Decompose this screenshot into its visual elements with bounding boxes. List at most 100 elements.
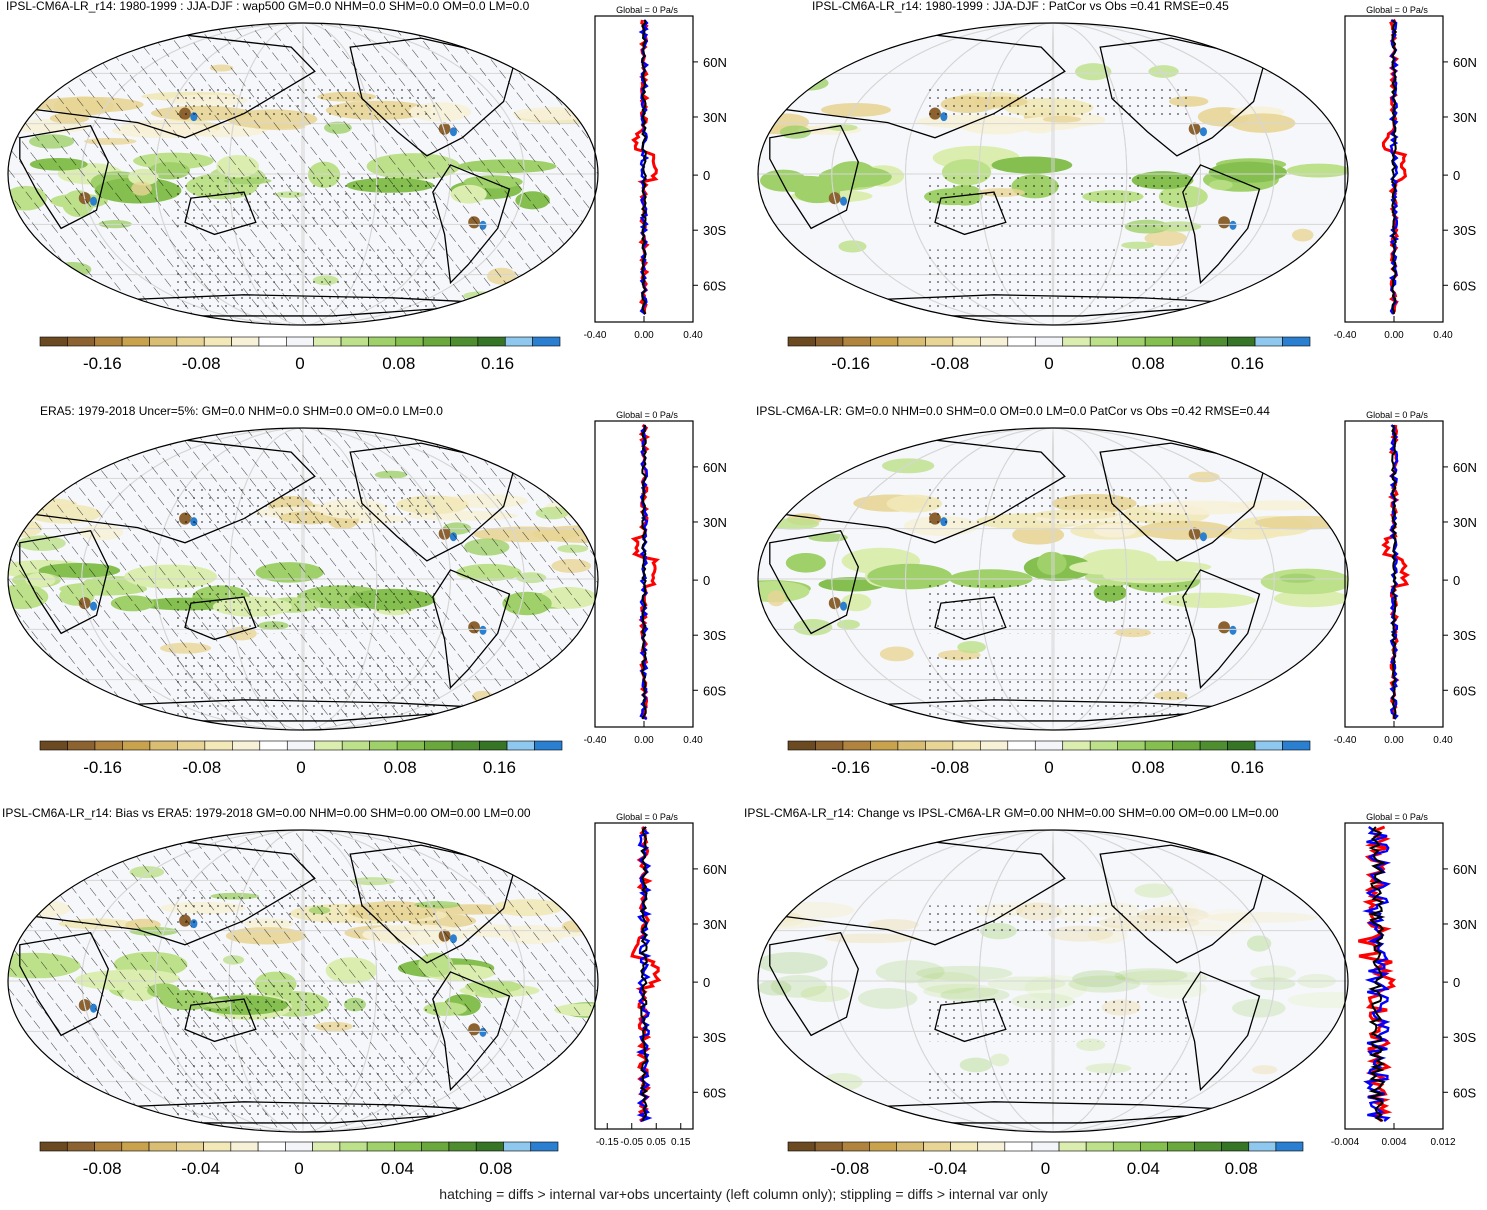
- stippling: [923, 249, 1189, 310]
- colorbar-swatch: [395, 336, 424, 347]
- field-blob: [879, 646, 914, 662]
- figure-canvas: IPSL-CM6A-LR_r14: 1980-1999 : JJA-DJF : …: [2, 0, 1477, 1178]
- field-blob: [1188, 471, 1220, 483]
- panel-title: IPSL-CM6A-LR_r14: 1980-1999 : JJA-DJF : …: [6, 0, 530, 13]
- map-projection: [758, 428, 1348, 730]
- colorbar-swatch: [952, 740, 981, 751]
- field-blob: [1231, 998, 1286, 1018]
- colorbar-tick-label: -0.16: [83, 354, 122, 373]
- field-blob: [10, 489, 35, 499]
- colorbar-swatch: [1248, 1141, 1277, 1152]
- profile-x-label: 0.40: [1433, 330, 1453, 341]
- panel-4: IPSL-CM6A-LR: GM=0.0 NHM=0.0 SHM=0.0 OM=…: [756, 404, 1477, 777]
- colorbar-swatch: [421, 1141, 450, 1152]
- graticule-meridian: [978, 830, 1128, 1132]
- colorbar-swatch: [286, 336, 314, 347]
- field-blob: [1199, 532, 1207, 542]
- field-blob: [1250, 965, 1296, 981]
- colorbar-swatch: [815, 740, 844, 751]
- profile-lat-label: 30S: [1453, 1030, 1476, 1045]
- colorbar-swatch: [1282, 740, 1311, 751]
- colorbar-swatch: [450, 336, 479, 347]
- profile-lat-label: 60S: [703, 683, 726, 698]
- profile-line-black: [1390, 424, 1397, 720]
- panel-5: IPSL-CM6A-LR_r14: Bias vs ERA5: 1979-201…: [2, 806, 727, 1178]
- colorbar-swatch: [94, 1141, 123, 1152]
- colorbar-tick-label: 0: [294, 1159, 303, 1178]
- zonal-profile: Global = 0 Pa/s 60N 30N 0 30S 60S -0.004 0.004 0…: [1331, 812, 1477, 1148]
- colorbar: -0.16 -0.08 0 0.08 0.16: [787, 740, 1311, 777]
- colorbar-swatch: [869, 1141, 897, 1152]
- colorbar-swatch: [814, 1141, 843, 1152]
- field-blob: [785, 553, 826, 573]
- colorbar-swatch: [787, 336, 816, 347]
- colorbar-swatch: [950, 1141, 979, 1152]
- field-blob: [1072, 970, 1126, 988]
- colorbar-swatch: [231, 336, 260, 347]
- profile-lat-label: 60N: [1453, 55, 1477, 70]
- hatching: [8, 830, 598, 1132]
- colorbar-swatch: [314, 740, 343, 751]
- field-blob: [1273, 589, 1348, 608]
- profile-lat-label: 60S: [703, 1085, 726, 1100]
- colorbar-tick-label: -0.04: [928, 1159, 967, 1178]
- profile-lat-label: 30N: [703, 917, 727, 932]
- profile-lat-label: 30S: [703, 1030, 726, 1045]
- stippling: [923, 654, 1189, 715]
- graticule-meridian: [831, 23, 1275, 325]
- colorbar-swatch: [1227, 336, 1256, 347]
- profile-x-label: 0.00: [1384, 735, 1404, 746]
- colorbar-swatch: [923, 1141, 951, 1152]
- colorbar-swatch: [1034, 740, 1064, 751]
- map-border: [757, 22, 1349, 326]
- field-blob: [840, 601, 848, 611]
- panel-2: IPSL-CM6A-LR_r14: 1980-1999 : JJA-DJF : …: [757, 0, 1477, 373]
- stippling: [923, 83, 1189, 120]
- colorbar-swatch: [176, 1141, 204, 1152]
- colorbar-swatch: [203, 336, 232, 347]
- colorbar-swatch: [925, 336, 954, 347]
- panel-3: ERA5: 1979-2018 Uncer=5%: GM=0.0 NHM=0.0…: [7, 404, 727, 777]
- colorbar-swatch: [479, 740, 508, 751]
- map-projection: [8, 428, 598, 730]
- colorbar-swatch: [148, 1141, 177, 1152]
- field-blob: [800, 985, 850, 1003]
- profile-lat-label: 0: [1453, 975, 1460, 990]
- colorbar-swatch: [787, 1141, 816, 1152]
- colorbar-swatch: [66, 1141, 95, 1152]
- field-blob: [758, 980, 792, 996]
- profile-x-label: -0.40: [584, 330, 607, 341]
- field-blob: [1146, 979, 1207, 999]
- profile-lat-label: 60N: [703, 862, 727, 877]
- colorbar-swatch: [980, 336, 1009, 347]
- field-blob: [785, 75, 829, 91]
- profile-lat-label: 0: [1453, 168, 1460, 183]
- field-blob: [1287, 991, 1348, 1009]
- profile-lat-label: 60S: [1453, 1085, 1476, 1100]
- colorbar-swatch: [1282, 336, 1311, 347]
- colorbar-swatch: [422, 336, 451, 347]
- field-blob: [1218, 216, 1230, 229]
- profile-lat-label: 30N: [1453, 917, 1477, 932]
- panel-title: IPSL-CM6A-LR_r14: Change vs IPSL-CM6A-LR…: [744, 806, 1279, 820]
- colorbar-swatch: [39, 1141, 68, 1152]
- colorbar-tick-label: -0.16: [83, 758, 122, 777]
- colorbar-swatch: [1254, 336, 1283, 347]
- field-blob: [767, 590, 786, 607]
- colorbar: -0.16 -0.08 0 0.08 0.16: [787, 336, 1311, 373]
- colorbar-swatch: [1144, 740, 1173, 751]
- colorbar-tick-label: 0.08: [382, 354, 415, 373]
- map-border: [7, 829, 599, 1133]
- stippling: [923, 996, 1189, 1042]
- profile-line-black: [641, 424, 648, 720]
- colorbar-swatch: [925, 740, 954, 751]
- field-blob: [857, 987, 918, 1009]
- field-blob: [1069, 560, 1157, 576]
- colorbar-swatch: [203, 1141, 232, 1152]
- stippling: [923, 488, 1189, 525]
- field-blob: [838, 240, 867, 253]
- colorbar-tick-label: 0.08: [1132, 758, 1165, 777]
- profile-top-label: Global = 0 Pa/s: [1366, 5, 1428, 15]
- zonal-profile: Global = 0 Pa/s 60N 30N 0 30S 60S -0.40 0.00 0.4…: [584, 410, 727, 746]
- field-blob: [769, 518, 820, 530]
